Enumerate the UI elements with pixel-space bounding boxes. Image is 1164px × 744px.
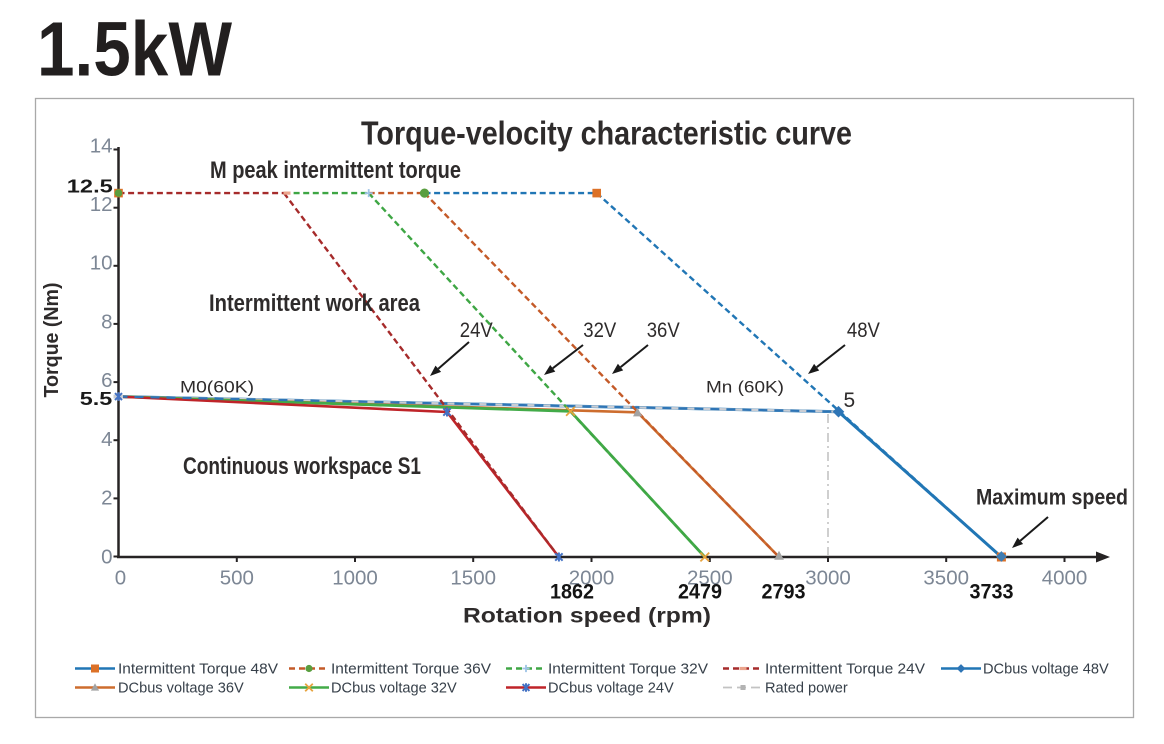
svg-text:Continuous workspace S1: Continuous workspace S1 <box>183 453 421 480</box>
svg-text:3000: 3000 <box>805 567 851 590</box>
svg-text:2500: 2500 <box>687 567 733 590</box>
svg-text:Intermittent Torque 36V: Intermittent Torque 36V <box>331 662 491 678</box>
svg-text:DCbus voltage 32V: DCbus voltage 32V <box>331 681 457 697</box>
svg-text:1862: 1862 <box>550 580 594 604</box>
svg-text:2000: 2000 <box>569 567 615 590</box>
svg-text:0: 0 <box>101 545 112 568</box>
svg-text:3733: 3733 <box>970 580 1014 604</box>
svg-text:M peak intermittent torque: M peak intermittent torque <box>210 157 461 184</box>
svg-text:1.5kW: 1.5kW <box>37 7 232 93</box>
svg-text:Intermittent Torque 24V: Intermittent Torque 24V <box>765 662 925 678</box>
svg-text:1500: 1500 <box>450 567 496 590</box>
svg-text:DCbus voltage 36V: DCbus voltage 36V <box>118 681 244 697</box>
svg-text:DCbus voltage 24V: DCbus voltage 24V <box>548 681 674 697</box>
svg-text:Maximum speed: Maximum speed <box>976 485 1128 510</box>
svg-text:Intermittent Torque 48V: Intermittent Torque 48V <box>118 662 278 678</box>
svg-text:24V: 24V <box>460 319 493 342</box>
svg-text:2479: 2479 <box>678 580 722 604</box>
svg-text:Rated power: Rated power <box>765 681 848 697</box>
svg-text:5.5: 5.5 <box>80 388 113 409</box>
svg-text:12.5: 12.5 <box>67 175 113 196</box>
svg-text:Torque (Nm): Torque (Nm) <box>41 283 63 398</box>
svg-text:1000: 1000 <box>332 567 378 590</box>
svg-text:Intermittent work area: Intermittent work area <box>209 290 421 317</box>
svg-text:2793: 2793 <box>762 580 806 604</box>
svg-text:Torque-velocity characteristic: Torque-velocity characteristic curve <box>361 115 852 152</box>
svg-text:32V: 32V <box>583 319 616 342</box>
svg-text:8: 8 <box>101 310 112 333</box>
svg-text:3500: 3500 <box>923 567 969 590</box>
svg-text:4000: 4000 <box>1042 567 1088 590</box>
svg-text:10: 10 <box>90 252 113 275</box>
svg-text:6: 6 <box>101 369 112 392</box>
svg-text:Mn (60K): Mn (60K) <box>706 378 784 397</box>
svg-text:36V: 36V <box>647 319 680 342</box>
svg-text:0: 0 <box>115 567 126 590</box>
svg-text:48V: 48V <box>847 319 880 342</box>
svg-text:4: 4 <box>101 428 112 451</box>
svg-text:2: 2 <box>101 487 112 510</box>
svg-text:DCbus voltage 48V: DCbus voltage 48V <box>983 662 1109 678</box>
svg-text:Intermittent Torque 32V: Intermittent Torque 32V <box>548 662 708 678</box>
svg-text:14: 14 <box>90 134 113 157</box>
svg-text:12: 12 <box>90 193 113 216</box>
svg-text:M0(60K): M0(60K) <box>180 378 254 397</box>
svg-text:500: 500 <box>220 567 254 590</box>
svg-text:5: 5 <box>844 389 856 412</box>
svg-text:Rotation speed (rpm): Rotation speed (rpm) <box>463 605 711 628</box>
